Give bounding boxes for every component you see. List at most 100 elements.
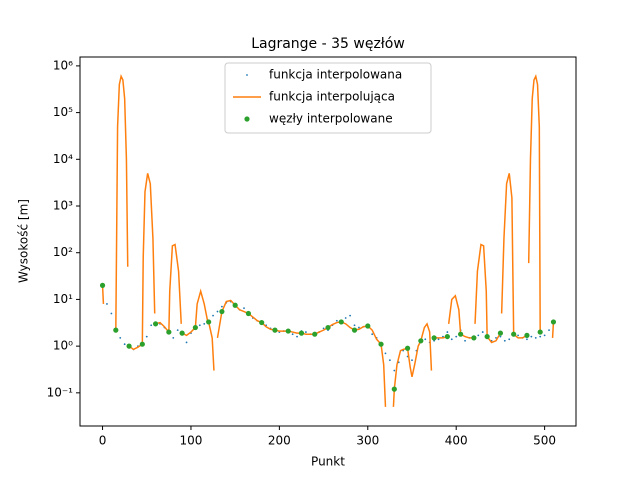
legend-label: węzły interpolowane	[269, 112, 393, 126]
node-marker	[166, 329, 172, 335]
node-marker	[206, 319, 212, 325]
node-marker	[378, 341, 384, 347]
node-marker	[245, 310, 252, 317]
axes-frame	[79, 56, 577, 427]
data-point	[198, 324, 201, 327]
data-point	[455, 335, 458, 338]
node-marker	[484, 333, 490, 340]
y-tick-label: 10⁴	[53, 152, 73, 166]
data-point	[526, 338, 528, 341]
data-point	[335, 319, 338, 322]
data-point	[110, 312, 113, 315]
data-point	[508, 338, 511, 341]
legend-label: funkcja interpolująca	[269, 90, 395, 104]
node-marker	[232, 302, 238, 308]
node-marker	[179, 330, 185, 336]
x-tick-label: 300	[356, 434, 379, 448]
x-tick-label: 0	[99, 434, 107, 448]
y-tick-label: 10⁶	[53, 58, 73, 72]
data-point	[221, 305, 223, 308]
data-point	[464, 339, 466, 342]
node-marker	[550, 319, 557, 325]
node-marker	[391, 386, 397, 392]
y-axis-label: Wysokość [m]	[17, 199, 31, 283]
legend-label: funkcja interpolowana	[269, 68, 402, 82]
node-marker	[524, 332, 530, 338]
legend-swatch	[246, 74, 248, 76]
data-point	[358, 326, 360, 329]
node-marker	[418, 338, 424, 344]
data-point	[150, 324, 153, 327]
node-marker	[298, 330, 305, 336]
data-point	[393, 369, 396, 372]
data-point	[185, 341, 188, 344]
data-point	[203, 322, 206, 325]
node-marker	[497, 330, 504, 336]
data-point	[477, 334, 480, 337]
data-point	[517, 334, 519, 337]
node-marker	[285, 328, 291, 334]
node-marker	[351, 327, 358, 333]
data-point	[548, 329, 550, 332]
node-marker	[338, 319, 344, 325]
data-point	[424, 338, 427, 341]
node-marker	[152, 321, 159, 327]
x-tick-label: 500	[533, 434, 556, 448]
data-point	[304, 331, 307, 333]
y-tick-label: 10²	[53, 245, 73, 259]
data-point	[176, 329, 179, 332]
data-point	[344, 317, 347, 319]
x-axis-label: Punkt	[311, 455, 345, 469]
y-tick-label: 10⁵	[53, 105, 73, 119]
node-marker	[259, 319, 265, 326]
node-marker	[272, 327, 278, 333]
node-marker	[404, 345, 411, 351]
node-marker	[471, 335, 477, 341]
data-point	[450, 338, 453, 341]
data-point	[243, 307, 245, 310]
data-point	[534, 337, 537, 339]
data-point	[216, 310, 219, 313]
plot-area	[99, 73, 557, 407]
data-point	[503, 339, 506, 342]
data-point	[371, 333, 374, 336]
legend: funkcja interpolowana funkcja interpolują…	[224, 62, 432, 134]
node-marker	[431, 335, 437, 341]
legend-swatch	[244, 116, 250, 122]
y-tick-label: 10⁰	[53, 339, 73, 353]
data-point	[296, 335, 298, 338]
node-marker	[99, 282, 106, 288]
data-point	[411, 359, 413, 362]
node-marker	[325, 324, 331, 331]
data-point	[384, 352, 387, 355]
node-marker	[192, 324, 198, 331]
node-marker	[139, 341, 145, 347]
data-point	[119, 337, 122, 339]
x-tick-label: 200	[268, 434, 291, 448]
data-point	[322, 327, 325, 330]
data-point	[123, 343, 126, 346]
node-marker	[126, 343, 132, 349]
y-tick-label: 10³	[53, 199, 73, 213]
node-marker	[458, 331, 464, 337]
node-marker	[312, 331, 318, 337]
data-point	[212, 314, 214, 317]
data-point	[388, 359, 391, 362]
data-point	[172, 337, 175, 339]
data-point	[446, 331, 449, 333]
data-point	[481, 331, 484, 333]
node-marker	[511, 331, 517, 337]
chart-title: Lagrange - 35 węzłów	[251, 36, 405, 52]
node-marker	[113, 327, 119, 333]
x-tick-label: 100	[180, 434, 203, 448]
data-point	[106, 303, 108, 305]
y-tick-label: 10¹	[53, 292, 73, 306]
node-marker	[444, 333, 450, 340]
data-point	[349, 314, 352, 317]
data-point	[543, 334, 546, 337]
data-point	[145, 335, 148, 338]
data-point	[499, 335, 502, 338]
node-marker	[219, 308, 225, 315]
data-point	[495, 337, 497, 339]
